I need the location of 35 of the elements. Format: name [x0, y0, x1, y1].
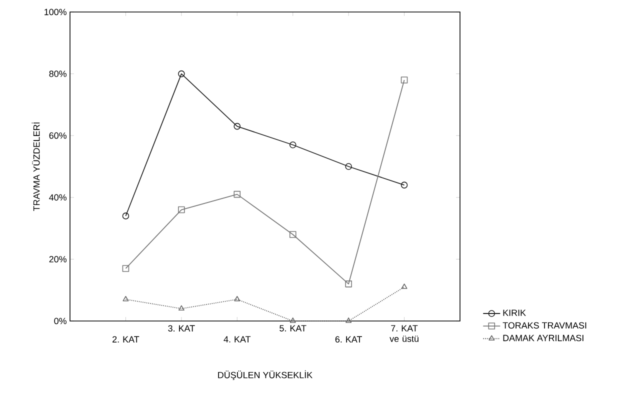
point: [400, 182, 408, 188]
point: [289, 231, 296, 238]
point: [234, 190, 241, 198]
point: [346, 318, 352, 323]
x-tick-label: 5. KAT: [280, 325, 306, 332]
point: [401, 284, 408, 289]
point: [122, 296, 129, 302]
legend-label: KIRIK: [503, 310, 526, 316]
y-tick-label: 80%: [49, 70, 66, 77]
x-tick-label: 2. KAT: [112, 336, 140, 342]
point: [122, 212, 130, 220]
x-tick-label: 7. KAT ve üstü: [390, 325, 418, 342]
point: [122, 265, 130, 272]
x-tick-label: 3. KAT: [168, 325, 195, 332]
y-tick-label: 60%: [49, 132, 66, 139]
point: [400, 76, 408, 84]
point: [234, 296, 240, 302]
point: [345, 280, 352, 288]
y-tick-label: 20%: [49, 256, 66, 262]
point: [289, 141, 296, 148]
y-tick-label: 40%: [49, 194, 66, 201]
point: [178, 305, 184, 311]
y-tick-label: 0%: [54, 318, 66, 324]
x-axis-title: DÜŞÜLEN YÜKSEKLİK: [218, 370, 312, 380]
y-axis-title: TRAVMA YÜZDELERİ: [32, 122, 40, 212]
x-tick-label: 4. KAT: [224, 336, 251, 342]
point: [234, 122, 241, 130]
y-tick-label: 100%: [44, 8, 66, 16]
legend-label: DAMAK AYRILMASI: [503, 334, 584, 342]
legend-label: TORAKS TRAVMASI: [502, 322, 586, 329]
point: [290, 318, 296, 323]
point: [178, 70, 185, 78]
point: [345, 163, 352, 170]
x-tick-label: 6. KAT: [335, 336, 362, 343]
point: [178, 206, 185, 214]
